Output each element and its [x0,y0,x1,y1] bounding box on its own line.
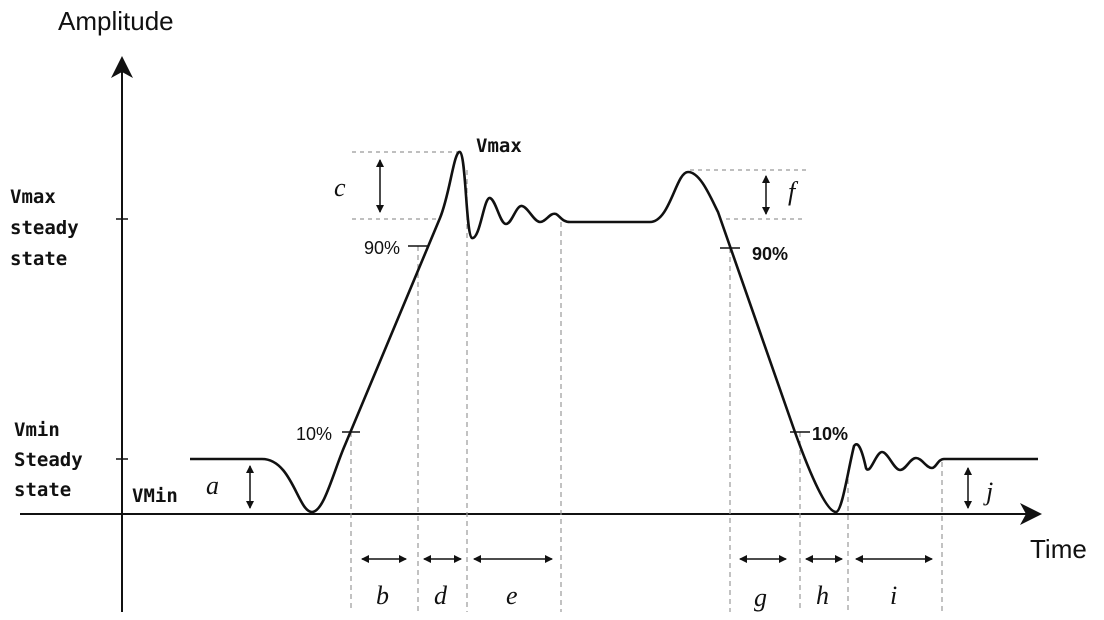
y-axis-label: Amplitude [58,6,174,36]
percent-ticks [342,245,810,433]
svg-text:Vmin: Vmin [14,419,60,441]
label-e: e [506,581,518,610]
label-g: g [754,583,767,612]
vertical-guides [350,170,943,612]
svg-text:state: state [10,248,67,270]
waveform-line [190,150,1038,514]
label-a: a [206,471,219,500]
svg-text:Steady: Steady [14,449,83,471]
horizontal-guides [352,151,806,220]
label-j: j [983,477,993,506]
svg-text:Vmax: Vmax [10,186,56,208]
vmin-steady-label: Vmin Steady state [14,419,83,501]
vmax-steady-label: Vmax steady state [10,186,79,270]
label-d: d [434,581,448,610]
svg-text:steady: steady [10,217,79,239]
label-b: b [376,581,389,610]
label-h: h [816,581,829,610]
vmin-point-label: VMin [132,485,178,507]
vmax-peak-label: Vmax [476,135,522,157]
fall-10-label: 10% [812,424,848,444]
label-i: i [890,581,897,610]
rise-90-label: 90% [364,238,400,258]
x-axis-label: Time [1030,534,1087,564]
label-f: f [788,177,799,206]
vertical-arrows [246,159,972,509]
label-c: c [334,173,346,202]
svg-text:state: state [14,479,71,501]
rise-10-label: 10% [296,424,332,444]
fall-90-label: 90% [752,244,788,264]
